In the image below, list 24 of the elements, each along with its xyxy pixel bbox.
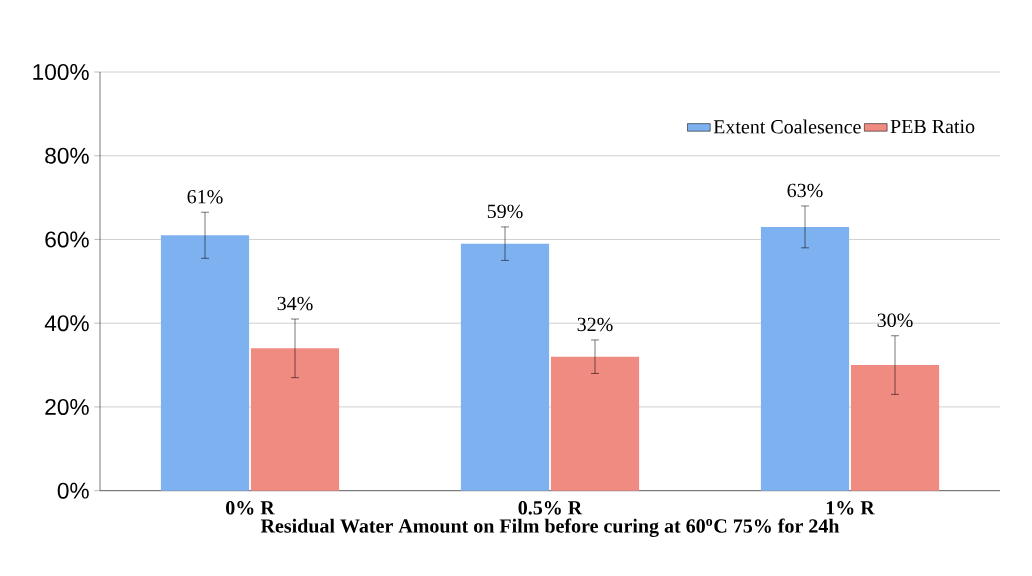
x-tick-label: 0% R bbox=[226, 501, 275, 515]
y-tick-label: 0% bbox=[57, 482, 89, 499]
legend-label: Extent Coalesence bbox=[713, 119, 861, 134]
x-tick-label: 0.5% R bbox=[518, 501, 583, 515]
x-tick-label: 1% R bbox=[826, 501, 875, 515]
y-tick-label: 100% bbox=[33, 63, 89, 81]
y-tick-label: 40% bbox=[44, 315, 89, 332]
y-tick-label: 80% bbox=[45, 147, 89, 164]
data-label: 32% bbox=[577, 317, 613, 332]
bar bbox=[250, 348, 340, 491]
data-label: 34% bbox=[277, 296, 313, 311]
bar bbox=[160, 235, 250, 491]
bar bbox=[850, 365, 940, 491]
data-label: 63% bbox=[787, 183, 823, 198]
x-axis-title: Residual Water Amount on Film before curing at 60$^{o}$C 75% for 24h bbox=[260, 518, 840, 537]
y-tick-label: 20% bbox=[45, 398, 89, 415]
legend-label: PEB Ratio bbox=[890, 119, 975, 134]
bar bbox=[460, 243, 550, 491]
data-label: 61% bbox=[187, 189, 223, 204]
data-label: 30% bbox=[877, 313, 913, 328]
data-label: 59% bbox=[487, 204, 523, 219]
bar bbox=[760, 226, 850, 491]
bar bbox=[550, 356, 640, 491]
y-tick-label: 60% bbox=[45, 231, 89, 248]
